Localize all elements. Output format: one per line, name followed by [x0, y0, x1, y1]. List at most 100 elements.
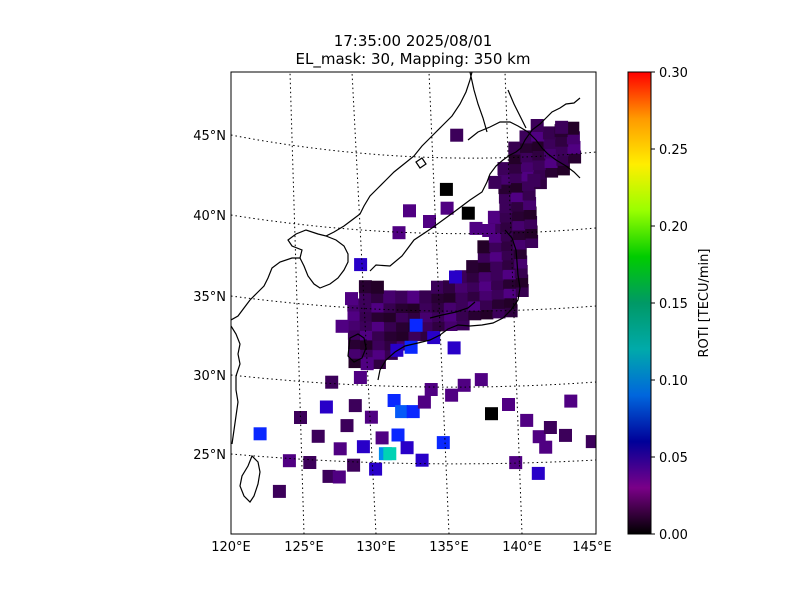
roti-cell — [358, 280, 372, 294]
roti-cell — [407, 290, 421, 304]
colorbar-tick-label: 0.30 — [659, 66, 688, 81]
coastlines — [231, 72, 581, 503]
roti-cell — [335, 319, 349, 333]
roti-cell — [383, 290, 397, 304]
coastline-kyushu — [347, 333, 367, 363]
lon-tick-label: 130°E — [356, 540, 396, 555]
roti-cell — [364, 410, 378, 424]
roti-cell — [539, 440, 553, 454]
coastline-korea — [299, 235, 349, 289]
roti-cell — [415, 453, 429, 467]
roti-cell — [555, 120, 569, 134]
roti-cell — [443, 280, 456, 294]
roti-cell — [508, 141, 522, 155]
coastline-japan — [369, 97, 581, 381]
roti-cell — [369, 462, 383, 476]
roti-cell — [322, 469, 336, 483]
roti-cell — [423, 215, 436, 228]
roti-cell — [461, 206, 475, 220]
roti-cell — [375, 431, 389, 445]
roti-cell — [566, 121, 580, 135]
colorbar-tick-label: 0.10 — [659, 374, 688, 389]
colorbar-tick-label: 0.05 — [659, 451, 688, 466]
roti-cell — [356, 440, 370, 454]
roti-cell — [532, 430, 546, 444]
roti-cell — [253, 427, 267, 441]
colorbar-tick-label: 0.00 — [659, 528, 688, 543]
roti-cell — [482, 224, 496, 237]
coastline-asia — [231, 72, 473, 321]
roti-cell — [450, 128, 464, 142]
roti-cell — [424, 383, 438, 396]
lat-tick-labels: 25°N 30°N 35°N 40°N 45°N — [193, 129, 226, 463]
lon-tick-label: 120°E — [211, 540, 251, 555]
roti-cell — [466, 260, 480, 274]
graticule — [231, 72, 596, 534]
roti-cell — [419, 290, 433, 304]
roti-cell — [542, 126, 556, 140]
roti-cell — [564, 394, 578, 408]
lat-tick-label: 40°N — [193, 209, 226, 224]
colorbar-label: ROTI [TECU/min] — [697, 249, 712, 358]
roti-cell — [294, 411, 307, 424]
roti-cell — [559, 428, 572, 442]
roti-cell — [509, 456, 523, 470]
roti-cell — [391, 428, 405, 442]
roti-cell — [457, 378, 471, 392]
chart-title-line2: EL_mask: 30, Mapping: 350 km — [296, 50, 531, 69]
roti-cell — [319, 400, 333, 414]
roti-cell — [332, 470, 346, 484]
lon-tick-label: 135°E — [429, 540, 469, 555]
roti-cell — [502, 398, 515, 411]
roti-cell — [445, 388, 459, 402]
roti-cell — [404, 340, 418, 354]
colorbar: 0.00 0.05 0.10 0.15 0.20 0.25 0.30 ROTI … — [627, 66, 712, 543]
colorbar-tick-label: 0.15 — [659, 297, 688, 312]
colorbar-gradient — [627, 71, 652, 535]
roti-cell — [520, 413, 534, 427]
map-frame — [230, 71, 597, 535]
roti-cell — [497, 162, 511, 176]
roti-cell — [477, 240, 491, 254]
roti-cell — [387, 394, 401, 407]
colorbar-tick-label: 0.20 — [659, 220, 688, 235]
roti-cell — [311, 429, 325, 443]
roti-cell — [272, 484, 286, 498]
roti-cell — [395, 405, 409, 419]
roti-cell — [439, 182, 453, 196]
roti-cell — [440, 201, 454, 215]
roti-cell — [406, 405, 420, 419]
roti-cell — [392, 226, 406, 240]
lat-tick-label: 25°N — [193, 448, 226, 463]
roti-cell — [531, 466, 545, 480]
roti-cell — [469, 221, 483, 235]
roti-cell — [585, 435, 596, 449]
roti-cell — [345, 292, 358, 306]
roti-cell — [353, 371, 367, 384]
lon-tick-labels: 120°E 125°E 130°E 135°E 140°E 145°E — [211, 540, 612, 555]
colorbar-tick-label: 0.25 — [659, 143, 688, 158]
roti-cell — [383, 447, 397, 461]
roti-cell — [409, 318, 423, 332]
roti-cell — [354, 258, 368, 272]
roti-cell — [347, 458, 361, 472]
roti-cells — [253, 119, 596, 498]
coastline-hokkaido — [467, 89, 581, 179]
roti-cell — [543, 421, 557, 434]
roti-cell — [488, 175, 502, 189]
roti-cell — [417, 395, 431, 409]
lon-tick-label: 145°E — [572, 540, 612, 555]
roti-cell — [340, 419, 354, 433]
lat-tick-label: 30°N — [193, 369, 226, 384]
lat-tick-label: 35°N — [193, 290, 226, 305]
roti-cell — [360, 357, 374, 371]
roti-cell — [333, 442, 347, 456]
roti-cell — [485, 407, 498, 421]
meridian-135E — [428, 72, 450, 534]
lon-tick-label: 140°E — [502, 540, 542, 555]
lat-tick-label: 45°N — [193, 129, 226, 144]
map-area — [230, 71, 597, 535]
colorbar-ticks — [651, 71, 655, 535]
meridian-140E — [504, 72, 523, 534]
